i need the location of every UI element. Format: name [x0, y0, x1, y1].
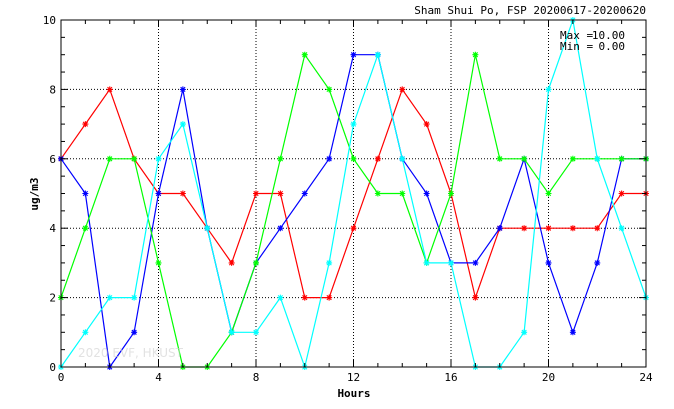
- data-point-marker: [204, 225, 211, 232]
- data-point-marker: [131, 294, 138, 301]
- grid-lines: [61, 20, 646, 367]
- y-tick-label: 2: [49, 292, 56, 305]
- data-point-marker: [618, 190, 625, 197]
- data-point-marker: [106, 86, 113, 93]
- data-point-marker: [253, 329, 259, 336]
- data-point-marker: [472, 51, 479, 58]
- data-point-marker: [569, 155, 576, 162]
- data-point-marker: [521, 329, 528, 336]
- data-point-marker: [326, 259, 333, 266]
- data-point-marker: [301, 294, 308, 301]
- x-tick-label: 0: [58, 371, 65, 384]
- data-point-marker: [423, 121, 430, 128]
- data-point-marker: [545, 86, 552, 93]
- data-point-marker: [82, 329, 89, 336]
- data-point-marker: [618, 155, 625, 162]
- data-point-marker: [131, 155, 138, 162]
- data-point-marker: [618, 225, 625, 232]
- data-point-marker: [106, 294, 113, 301]
- data-point-marker: [253, 259, 259, 266]
- data-point-marker: [326, 86, 333, 93]
- data-point-marker: [326, 294, 333, 301]
- data-point-marker: [106, 155, 113, 162]
- data-point-marker: [569, 225, 576, 232]
- data-point-marker: [82, 225, 89, 232]
- y-tick-label: 6: [49, 153, 56, 166]
- data-point-marker: [496, 155, 503, 162]
- data-point-marker: [594, 155, 601, 162]
- chart-title: Sham Shui Po, FSP 20200617-20200620: [414, 4, 646, 17]
- x-tick-label: 16: [444, 371, 457, 384]
- data-point-marker: [350, 121, 357, 128]
- x-tick-label: 12: [347, 371, 360, 384]
- x-tick-label: 4: [155, 371, 162, 384]
- max-stat-value: 10.00: [592, 29, 625, 42]
- data-point-marker: [521, 155, 528, 162]
- data-point-marker: [496, 225, 503, 232]
- data-point-marker: [179, 86, 186, 93]
- data-point-marker: [301, 51, 308, 58]
- data-point-marker: [399, 190, 406, 197]
- data-point-marker: [326, 155, 333, 162]
- data-point-marker: [521, 225, 528, 232]
- data-point-marker: [472, 294, 479, 301]
- data-point-marker: [179, 121, 186, 128]
- max-stat-label: Max =: [560, 29, 593, 42]
- data-point-marker: [228, 329, 235, 336]
- data-point-marker: [423, 259, 430, 266]
- data-point-marker: [350, 225, 357, 232]
- data-point-marker: [545, 190, 552, 197]
- x-tick-label: 20: [542, 371, 555, 384]
- data-point-marker: [277, 294, 284, 301]
- watermark-text: 2020 EVF, HKUST: [78, 346, 184, 360]
- data-point-marker: [350, 155, 357, 162]
- data-point-marker: [82, 121, 89, 128]
- data-point-marker: [82, 190, 89, 197]
- data-point-marker: [374, 155, 381, 162]
- data-point-marker: [253, 190, 259, 197]
- data-point-marker: [545, 225, 552, 232]
- data-point-marker: [155, 155, 162, 162]
- data-point-marker: [594, 259, 601, 266]
- data-point-marker: [277, 155, 284, 162]
- data-point-marker: [374, 51, 381, 58]
- x-axis-label: Hours: [337, 387, 370, 400]
- data-point-marker: [179, 190, 186, 197]
- data-point-marker: [301, 190, 308, 197]
- data-point-marker: [350, 51, 357, 58]
- data-point-marker: [277, 225, 284, 232]
- data-point-marker: [399, 155, 406, 162]
- min-stat-value: 0.00: [599, 40, 626, 53]
- data-point-marker: [155, 190, 162, 197]
- data-point-marker: [374, 190, 381, 197]
- y-tick-label: 8: [49, 83, 56, 96]
- data-point-marker: [228, 259, 235, 266]
- data-point-marker: [569, 329, 576, 336]
- y-tick-label: 0: [49, 361, 56, 374]
- x-tick-label: 24: [639, 371, 653, 384]
- data-point-marker: [277, 190, 284, 197]
- data-point-marker: [448, 259, 454, 266]
- y-axis-label: ug/m3: [28, 177, 41, 210]
- y-tick-label: 4: [49, 222, 56, 235]
- data-point-marker: [594, 225, 601, 232]
- data-point-marker: [545, 259, 552, 266]
- min-stat-label: Min =: [560, 40, 593, 53]
- data-point-marker: [131, 329, 138, 336]
- y-tick-label: 10: [43, 14, 56, 27]
- x-tick-label: 8: [253, 371, 260, 384]
- data-point-marker: [423, 190, 430, 197]
- data-point-marker: [472, 259, 479, 266]
- data-point-marker: [155, 259, 162, 266]
- data-point-marker: [399, 86, 406, 93]
- data-point-marker: [448, 190, 454, 197]
